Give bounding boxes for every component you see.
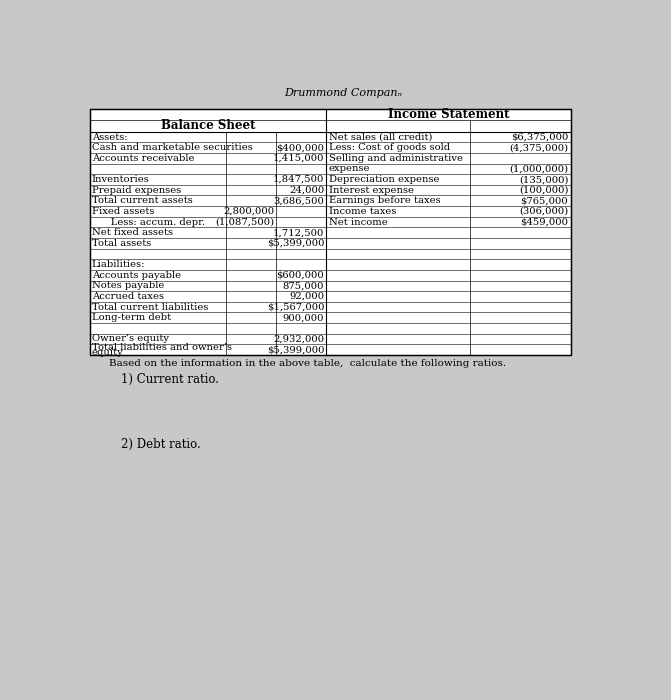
Text: Selling and administrative: Selling and administrative (329, 154, 463, 163)
Text: $600,000: $600,000 (276, 271, 324, 280)
Text: Long-term debt: Long-term debt (92, 313, 170, 322)
Text: Owner’s equity: Owner’s equity (92, 335, 168, 344)
Text: $459,000: $459,000 (520, 218, 568, 227)
Text: Prepaid expenses: Prepaid expenses (92, 186, 181, 195)
Text: Accounts payable: Accounts payable (92, 271, 180, 280)
Text: Total current liabilities: Total current liabilities (92, 302, 208, 312)
Text: (1,000,000): (1,000,000) (509, 164, 568, 174)
Text: 1) Current ratio.: 1) Current ratio. (121, 372, 219, 386)
Text: Accrued taxes: Accrued taxes (92, 292, 164, 301)
Text: (4,375,000): (4,375,000) (509, 144, 568, 152)
Text: Balance Sheet: Balance Sheet (161, 120, 256, 132)
Text: Total current assets: Total current assets (92, 196, 193, 205)
Text: (1,087,500): (1,087,500) (215, 218, 274, 227)
Text: Drummond Companₙ: Drummond Companₙ (285, 88, 403, 98)
Text: 3,686,500: 3,686,500 (273, 196, 324, 205)
Text: Assets:: Assets: (92, 132, 127, 141)
Text: Based on the information in the above table,  calculate the following ratios.: Based on the information in the above ta… (109, 358, 507, 368)
Text: Earnings before taxes: Earnings before taxes (329, 196, 440, 205)
Text: Net income: Net income (329, 218, 388, 227)
Text: Net sales (all credit): Net sales (all credit) (329, 132, 432, 141)
Text: Fixed assets: Fixed assets (92, 207, 154, 216)
Text: Depreciation expense: Depreciation expense (329, 175, 440, 184)
Text: $5,399,000: $5,399,000 (266, 239, 324, 248)
Text: $1,567,000: $1,567,000 (266, 302, 324, 312)
Text: Interest expense: Interest expense (329, 186, 414, 195)
Text: $765,000: $765,000 (521, 196, 568, 205)
Text: Less: accum. depr.: Less: accum. depr. (92, 218, 205, 227)
Text: Inventories: Inventories (92, 175, 150, 184)
Text: $400,000: $400,000 (276, 144, 324, 152)
Bar (90, 108, 570, 355)
Text: Accounts receivable: Accounts receivable (92, 154, 194, 163)
Text: equity: equity (92, 348, 123, 357)
Text: Total liabilities and owner’s: Total liabilities and owner’s (92, 343, 231, 352)
Text: 2,800,000: 2,800,000 (223, 207, 274, 216)
Text: expense: expense (329, 164, 370, 174)
Text: (135,000): (135,000) (519, 175, 568, 184)
Text: $5,399,000: $5,399,000 (266, 345, 324, 354)
Text: 1,415,000: 1,415,000 (272, 154, 324, 163)
Text: 1,712,500: 1,712,500 (272, 228, 324, 237)
Text: Notes payable: Notes payable (92, 281, 164, 290)
Text: (100,000): (100,000) (519, 186, 568, 195)
Text: (306,000): (306,000) (519, 207, 568, 216)
Text: 2,932,000: 2,932,000 (273, 335, 324, 344)
Text: Income taxes: Income taxes (329, 207, 396, 216)
Text: 92,000: 92,000 (289, 292, 324, 301)
Text: Income Statement: Income Statement (388, 108, 509, 121)
Text: 2) Debt ratio.: 2) Debt ratio. (121, 438, 201, 451)
Text: 875,000: 875,000 (282, 281, 324, 290)
Text: 1,847,500: 1,847,500 (272, 175, 324, 184)
Text: Less: Cost of goods sold: Less: Cost of goods sold (329, 144, 450, 152)
Text: $6,375,000: $6,375,000 (511, 132, 568, 141)
Text: Total assets: Total assets (92, 239, 151, 248)
Text: 900,000: 900,000 (282, 313, 324, 322)
Text: Cash and marketable securities: Cash and marketable securities (92, 144, 252, 152)
Text: 24,000: 24,000 (289, 186, 324, 195)
Text: Liabilities:: Liabilities: (92, 260, 145, 269)
Text: Net fixed assets: Net fixed assets (92, 228, 172, 237)
